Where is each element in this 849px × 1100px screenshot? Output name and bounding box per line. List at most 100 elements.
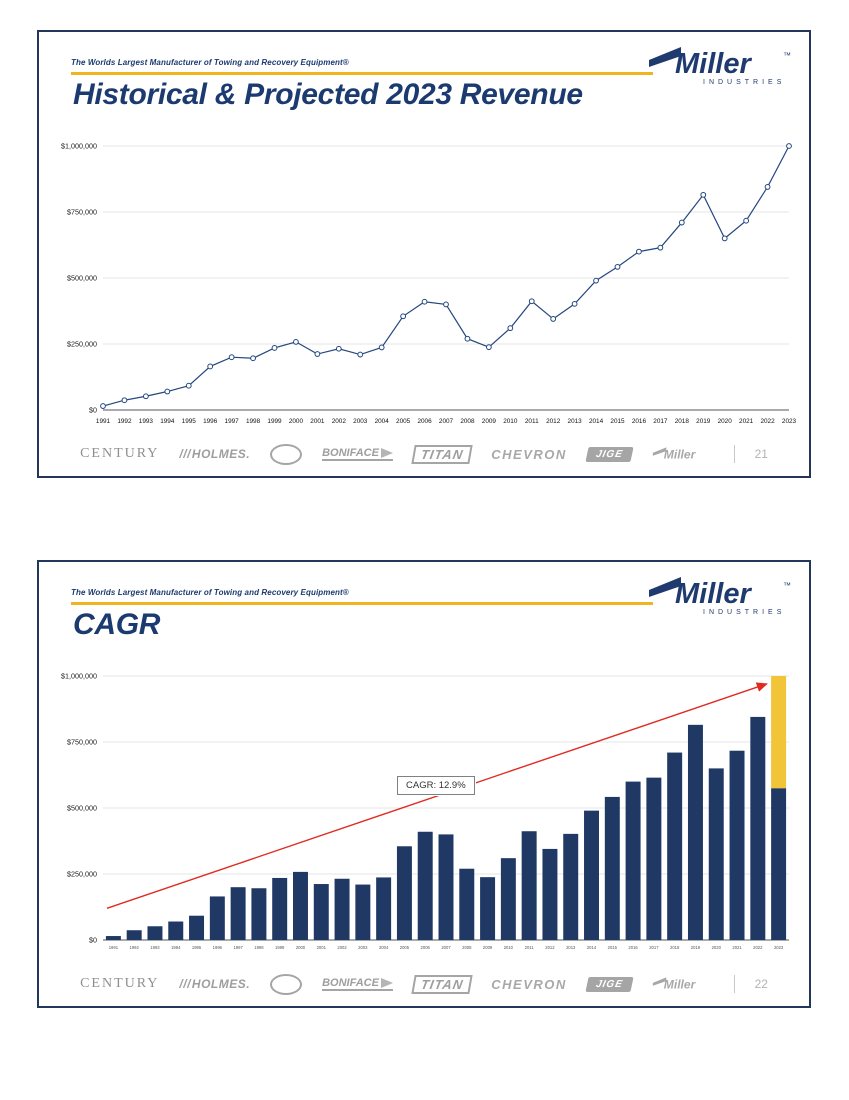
svg-text:2005: 2005 xyxy=(400,945,410,950)
svg-text:$250,000: $250,000 xyxy=(67,870,97,879)
badge-oval-logo xyxy=(270,973,303,995)
boniface-flag-icon xyxy=(380,978,393,988)
tagline: The Worlds Largest Manufacturer of Towin… xyxy=(71,58,349,67)
svg-text:2008: 2008 xyxy=(462,945,472,950)
svg-text:2003: 2003 xyxy=(358,945,368,950)
slide-revenue: The Worlds Largest Manufacturer of Towin… xyxy=(37,30,811,478)
slide-title: CAGR xyxy=(73,608,161,641)
logo-industries-label: INDUSTRIES xyxy=(703,609,785,616)
svg-text:2014: 2014 xyxy=(589,418,604,425)
chevron-logo: CHEVRON xyxy=(491,976,567,992)
svg-text:2010: 2010 xyxy=(504,945,514,950)
svg-text:1993: 1993 xyxy=(139,418,154,425)
svg-text:2014: 2014 xyxy=(587,945,597,950)
flag-icon xyxy=(652,446,666,456)
chevron-logo: CHEVRON xyxy=(491,446,567,462)
svg-text:2017: 2017 xyxy=(653,418,668,425)
svg-text:2023: 2023 xyxy=(774,945,784,950)
svg-text:2016: 2016 xyxy=(632,418,647,425)
miller-logo: Miller ™ INDUSTRIES xyxy=(647,574,795,621)
svg-text:2003: 2003 xyxy=(353,418,368,425)
svg-text:2007: 2007 xyxy=(441,945,451,950)
svg-text:$500,000: $500,000 xyxy=(67,804,97,813)
logo-tm: ™ xyxy=(783,51,791,60)
svg-text:1993: 1993 xyxy=(150,945,160,950)
svg-text:2016: 2016 xyxy=(628,945,638,950)
holmes-logo: ///HOLMES. xyxy=(179,447,250,461)
svg-text:$0: $0 xyxy=(89,406,97,415)
svg-text:$500,000: $500,000 xyxy=(67,274,97,283)
svg-text:1999: 1999 xyxy=(267,418,282,425)
revenue-line-chart: $0 $250,000 $500,000 $750,000 $1,000,000 1991… xyxy=(61,142,797,425)
svg-text:2005: 2005 xyxy=(396,418,411,425)
logo-wordmark-small: Miller xyxy=(663,447,696,461)
svg-text:2013: 2013 xyxy=(568,418,583,425)
flag-icon xyxy=(649,577,681,597)
holmes-logo: ///HOLMES. xyxy=(179,977,250,991)
revenue-chart-area: $0 $250,000 $500,000 $750,000 $1,000,000 1991… xyxy=(47,136,799,438)
svg-text:1995: 1995 xyxy=(192,945,202,950)
svg-text:2011: 2011 xyxy=(525,418,539,425)
svg-text:2000: 2000 xyxy=(296,945,306,950)
logo-wordmark-small: Miller xyxy=(663,977,696,991)
jige-logo: JIGE xyxy=(585,976,634,992)
svg-text:2008: 2008 xyxy=(460,418,475,425)
svg-text:2009: 2009 xyxy=(482,418,497,425)
jige-logo: JIGE xyxy=(585,446,634,462)
slide-title: Historical & Projected 2023 Revenue xyxy=(73,78,583,111)
cagr-bar-chart: $0 $250,000 $500,000 $750,000 $1,000,000 1991… xyxy=(61,672,789,950)
svg-text:1996: 1996 xyxy=(203,418,218,425)
page-number: 22 xyxy=(754,977,768,991)
svg-text:$1,000,000: $1,000,000 xyxy=(61,142,97,151)
boniface-label: BONIFACE xyxy=(322,447,379,459)
svg-text:1991: 1991 xyxy=(96,418,111,425)
svg-text:$750,000: $750,000 xyxy=(67,738,97,747)
svg-text:1995: 1995 xyxy=(182,418,197,425)
svg-text:2021: 2021 xyxy=(739,418,754,425)
svg-text:2009: 2009 xyxy=(483,945,493,950)
svg-text:1997: 1997 xyxy=(225,418,240,425)
miller-footer-logo-svg: Miller xyxy=(652,977,696,991)
svg-text:1992: 1992 xyxy=(130,945,140,950)
svg-text:2015: 2015 xyxy=(610,418,625,425)
century-logo: CENTURY xyxy=(80,446,160,461)
svg-text:1994: 1994 xyxy=(160,418,175,425)
miller-logo-svg: Miller ™ INDUSTRIES xyxy=(649,47,791,86)
cagr-chart-area: $0 $250,000 $500,000 $750,000 $1,000,000 1991… xyxy=(47,666,799,968)
logo-industries-label: INDUSTRIES xyxy=(703,79,785,86)
svg-text:1994: 1994 xyxy=(171,945,181,950)
slide-cagr: The Worlds Largest Manufacturer of Towin… xyxy=(37,560,811,1008)
svg-text:2012: 2012 xyxy=(546,418,561,425)
svg-text:2013: 2013 xyxy=(566,945,576,950)
svg-text:1992: 1992 xyxy=(117,418,132,425)
badge-oval-logo xyxy=(270,443,303,465)
svg-text:2000: 2000 xyxy=(289,418,304,425)
century-logo: CENTURY xyxy=(80,976,160,991)
svg-text:2022: 2022 xyxy=(753,945,763,950)
svg-text:2021: 2021 xyxy=(732,945,742,950)
svg-text:2019: 2019 xyxy=(691,945,701,950)
svg-text:$1,000,000: $1,000,000 xyxy=(61,672,97,681)
boniface-logo: BONIFACE xyxy=(322,977,393,991)
svg-text:2011: 2011 xyxy=(525,945,535,950)
svg-text:2006: 2006 xyxy=(421,945,431,950)
svg-text:2017: 2017 xyxy=(649,945,659,950)
svg-text:1999: 1999 xyxy=(275,945,285,950)
svg-text:1991: 1991 xyxy=(109,945,119,950)
svg-text:2006: 2006 xyxy=(417,418,432,425)
cagr-annotation: CAGR: 12.9% xyxy=(397,776,475,795)
gold-divider xyxy=(71,602,653,605)
svg-text:$250,000: $250,000 xyxy=(67,340,97,349)
holmes-label: HOLMES. xyxy=(191,447,251,461)
svg-text:2018: 2018 xyxy=(675,418,690,425)
svg-text:1998: 1998 xyxy=(246,418,261,425)
miller-footer-logo-svg: Miller xyxy=(652,446,696,461)
svg-text:2018: 2018 xyxy=(670,945,680,950)
svg-text:2019: 2019 xyxy=(696,418,711,425)
boniface-flag-icon xyxy=(380,448,393,458)
footer-brand-strip: CENTURY ///HOLMES. BONIFACE TITAN CHEVRO… xyxy=(39,438,809,470)
svg-text:$0: $0 xyxy=(89,936,97,945)
svg-text:2015: 2015 xyxy=(608,945,618,950)
page-number-divider xyxy=(733,445,735,463)
holmes-label: HOLMES. xyxy=(191,977,251,991)
